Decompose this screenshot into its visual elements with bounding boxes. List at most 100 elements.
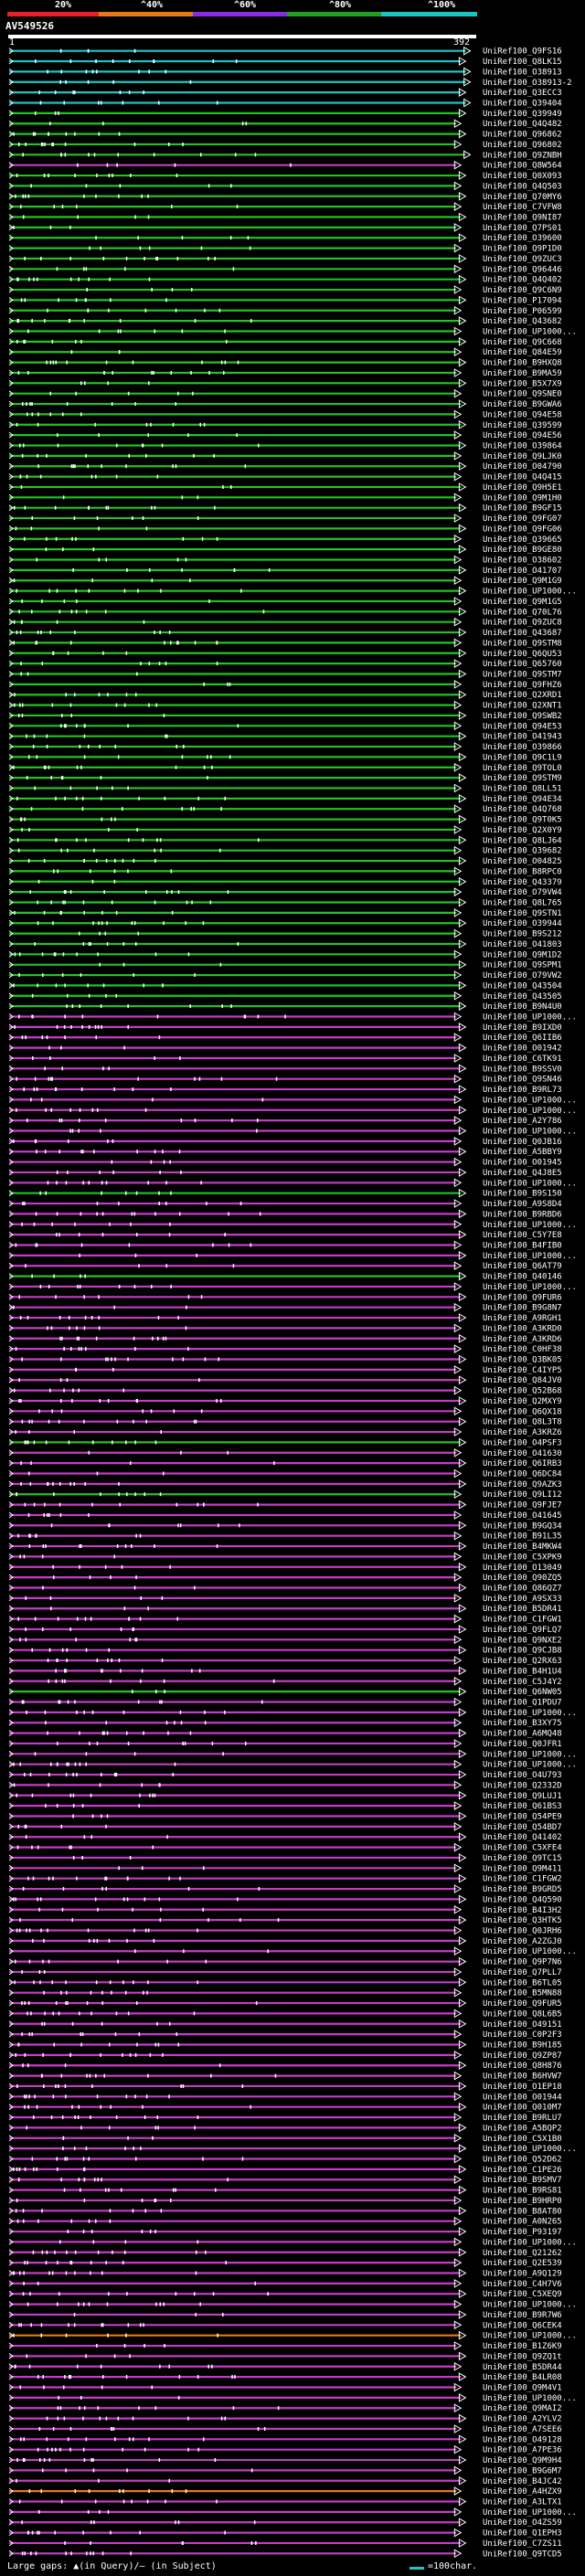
hit-row[interactable]: UniRef100_Q2XNT1 (8, 700, 562, 711)
hit-label[interactable]: UniRef100_Q9STN1 (483, 909, 562, 918)
hit-label[interactable]: UniRef100_A3KRD6 (483, 1335, 562, 1344)
hit-row[interactable]: UniRef100_Q6DC84 (8, 1468, 562, 1479)
hit-row[interactable]: UniRef100_Q61BS3 (8, 1801, 562, 1811)
hit-label[interactable]: UniRef100_B6TL05 (483, 1978, 562, 1988)
hit-label[interactable]: UniRef100_B6HVW7 (483, 2072, 562, 2082)
hit-label[interactable]: UniRef100_B5MN88 (483, 1989, 562, 1998)
hit-row[interactable]: UniRef100_A4HZX9 (8, 2486, 562, 2496)
hit-row[interactable]: UniRef100_Q9ZP87 (8, 2051, 562, 2061)
hit-label[interactable]: UniRef100_B9RBD6 (483, 1210, 562, 1219)
hit-label[interactable]: UniRef100_B91L35 (483, 1532, 562, 1542)
hit-row[interactable]: UniRef100_A9S8D4 (8, 1199, 562, 1209)
hit-label[interactable]: UniRef100_UP1000... (483, 1283, 577, 1292)
hit-label[interactable]: UniRef100_Q9M1G5 (483, 598, 562, 607)
hit-label[interactable]: UniRef100_Q8H876 (483, 2062, 562, 2071)
hit-label[interactable]: UniRef100_Q94E53 (483, 722, 562, 731)
hit-label[interactable]: UniRef100_Q9ZP87 (483, 2051, 562, 2061)
hit-row[interactable]: UniRef100_Q21262 (8, 2247, 562, 2258)
hit-label[interactable]: UniRef100_Q9H5E1 (483, 483, 562, 493)
hit-row[interactable]: UniRef100_Q40146 (8, 1271, 562, 1282)
hit-row[interactable]: UniRef100_Q9M411 (8, 1863, 562, 1873)
hit-label[interactable]: UniRef100_B9HXQ8 (483, 359, 562, 368)
hit-row[interactable]: UniRef100_Q39599 (8, 419, 562, 430)
hit-row[interactable]: UniRef100_O49128 (8, 2434, 562, 2444)
hit-label[interactable]: UniRef100_Q96802 (483, 141, 562, 150)
hit-label[interactable]: UniRef100_C1FGW1 (483, 1616, 562, 1625)
hit-label[interactable]: UniRef100_Q2X0Y9 (483, 826, 562, 835)
hit-row[interactable]: UniRef100_B6HVW7 (8, 2071, 562, 2082)
hit-label[interactable]: UniRef100_C6TK91 (483, 1055, 562, 1064)
hit-label[interactable]: UniRef100_Q4Q590 (483, 1895, 562, 1904)
hit-row[interactable]: UniRef100_Q9SN46 (8, 1074, 562, 1085)
hit-row[interactable]: UniRef100_Q84JV0 (8, 1375, 562, 1385)
hit-label[interactable]: UniRef100_Q4Q503 (483, 182, 562, 191)
hit-row[interactable]: UniRef100_C1PE26 (8, 2165, 562, 2175)
hit-label[interactable]: UniRef100_O1EP18 (483, 2083, 562, 2092)
hit-row[interactable]: UniRef100_C1FGW1 (8, 1614, 562, 1625)
hit-label[interactable]: UniRef100_O41645 (483, 1511, 562, 1521)
hit-label[interactable]: UniRef100_Q8W564 (483, 162, 562, 171)
hit-label[interactable]: UniRef100_Q9ZQ1t (483, 2352, 562, 2361)
hit-label[interactable]: UniRef100_B9HRP0 (483, 2197, 562, 2206)
hit-label[interactable]: UniRef100_B5X7X9 (483, 379, 562, 388)
hit-label[interactable]: UniRef100_Q9T0K5 (483, 816, 562, 825)
hit-label[interactable]: UniRef100_Q6IRB3 (483, 1459, 562, 1468)
hit-row[interactable]: UniRef100_Q70MY6 (8, 191, 562, 202)
hit-label[interactable]: UniRef100_Q0X093 (483, 172, 562, 181)
hit-label[interactable]: UniRef100_Q9LI12 (483, 1490, 562, 1500)
hit-row[interactable]: UniRef100_A2Y786 (8, 1116, 562, 1126)
hit-row[interactable]: UniRef100_O79VW4 (8, 887, 562, 897)
hit-row[interactable]: UniRef100_Q9FS16 (8, 46, 562, 57)
hit-label[interactable]: UniRef100_Q9ZNBH (483, 151, 562, 160)
hit-label[interactable]: UniRef100_C5J4Y2 (483, 1678, 562, 1687)
hit-row[interactable]: UniRef100_UP1000... (8, 1251, 577, 1261)
hit-row[interactable]: UniRef100_UP1000... (8, 1178, 577, 1188)
hit-row[interactable]: UniRef100_Q7PLL7 (8, 1967, 562, 1977)
hit-row[interactable]: UniRef100_B9MA59 (8, 368, 562, 378)
hit-label[interactable]: UniRef100_Q9SPM1 (483, 961, 562, 970)
hit-row[interactable]: UniRef100_O49151 (8, 2019, 562, 2030)
hit-row[interactable]: UniRef100_O01944 (8, 2092, 562, 2102)
hit-label[interactable]: UniRef100_C1FGW2 (483, 1875, 562, 1884)
hit-row[interactable]: UniRef100_Q84E59 (8, 347, 562, 357)
hit-label[interactable]: UniRef100_Q9P1D0 (483, 245, 562, 254)
hit-row[interactable]: UniRef100_Q0JB16 (8, 1137, 562, 1147)
hit-row[interactable]: UniRef100_Q9M1G9 (8, 576, 562, 586)
hit-row[interactable]: UniRef100_Q96802 (8, 140, 562, 150)
hit-label[interactable]: UniRef100_A0N265 (483, 2218, 562, 2227)
hit-row[interactable]: UniRef100_O41943 (8, 731, 562, 742)
hit-row[interactable]: UniRef100_Q9ZQ1t (8, 2351, 562, 2361)
hit-row[interactable]: UniRef100_UP1000... (8, 1012, 577, 1023)
hit-label[interactable]: UniRef100_B4MKW4 (483, 1542, 562, 1552)
hit-row[interactable]: UniRef100_B9SSV0 (8, 1064, 562, 1074)
hit-label[interactable]: UniRef100_Q61BS3 (483, 1802, 562, 1811)
hit-row[interactable]: UniRef100_Q8LK15 (8, 57, 562, 67)
hit-label[interactable]: UniRef100_Q43505 (483, 992, 562, 1002)
hit-label[interactable]: UniRef100_O41630 (483, 1449, 562, 1458)
hit-row[interactable]: UniRef100_B5DR41 (8, 1604, 562, 1614)
hit-label[interactable]: UniRef100_Q4Q482 (483, 120, 562, 129)
hit-row[interactable]: UniRef100_O01942 (8, 1043, 562, 1054)
hit-row[interactable]: UniRef100_A5BBY9 (8, 1147, 562, 1157)
hit-label[interactable]: UniRef100_B9SSV0 (483, 1065, 562, 1074)
hit-row[interactable]: UniRef100_Q6IRB3 (8, 1458, 562, 1468)
hit-row[interactable]: UniRef100_C0P2F3 (8, 2030, 562, 2040)
hit-row[interactable]: UniRef100_Q0JFR1 (8, 1739, 562, 1749)
hit-label[interactable]: UniRef100_Q9TC15 (483, 1854, 562, 1863)
hit-label[interactable]: UniRef100_A2YLV2 (483, 2415, 562, 2424)
hit-row[interactable]: UniRef100_Q9SPM1 (8, 959, 562, 970)
hit-label[interactable]: UniRef100_Q54PE9 (483, 1813, 562, 1822)
hit-row[interactable]: UniRef100_P93197 (8, 2227, 562, 2237)
hit-label[interactable]: UniRef100_UP1000... (483, 1013, 577, 1023)
hit-label[interactable]: UniRef100_Q9M4V1 (483, 2384, 562, 2393)
hit-row[interactable]: UniRef100_Q0JRH6 (8, 1925, 562, 1936)
hit-label[interactable]: UniRef100_Q9STM7 (483, 671, 562, 680)
hit-row[interactable]: UniRef100_C0HF38 (8, 1344, 562, 1354)
hit-row[interactable]: UniRef100_Q9FG06 (8, 524, 562, 534)
hit-label[interactable]: UniRef100_Q54BD7 (483, 1823, 562, 1832)
hit-label[interactable]: UniRef100_B9RS81 (483, 2187, 562, 2196)
hit-label[interactable]: UniRef100_Q9C1L9 (483, 753, 562, 762)
hit-row[interactable]: UniRef100_O79VW2 (8, 970, 562, 981)
hit-label[interactable]: UniRef100_Q21262 (483, 2249, 562, 2258)
hit-row[interactable]: UniRef100_Q9C668 (8, 337, 562, 347)
